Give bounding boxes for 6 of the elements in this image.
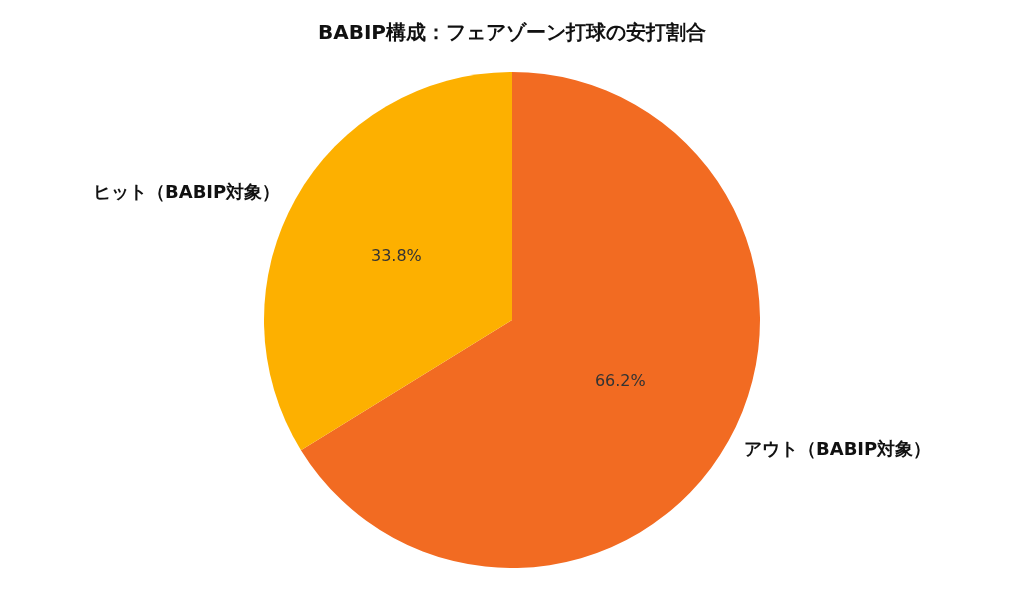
pie-slice: [300, 72, 760, 568]
slice-label: アウト（BABIP対象）: [744, 438, 932, 459]
data-label: 66.2%: [594, 370, 646, 390]
data-label: 33.8%: [370, 245, 422, 265]
slice-label: ヒット（BABIP対象）: [93, 181, 281, 202]
chart-title: BABIP構成：フェアゾーン打球の安打割合: [317, 20, 707, 44]
